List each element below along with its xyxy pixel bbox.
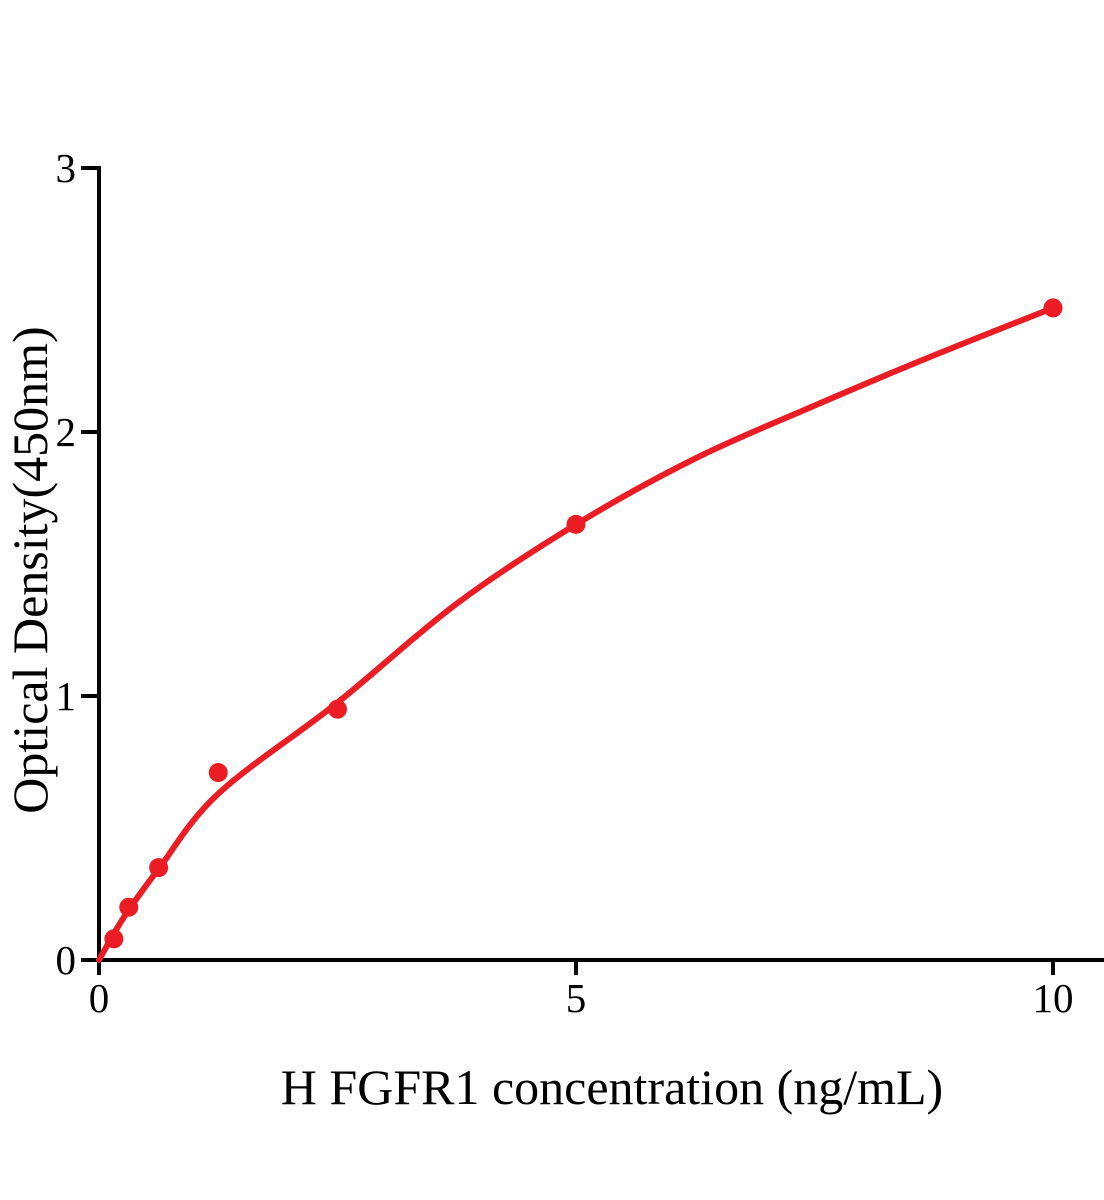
data-point-marker <box>208 763 228 783</box>
x-tick-label: 5 <box>566 975 587 1021</box>
y-tick-label: 3 <box>56 145 77 191</box>
y-tick-label: 2 <box>56 409 77 455</box>
data-point-marker <box>119 897 139 917</box>
x-axis-title: H FGFR1 concentration (ng/mL) <box>281 1059 943 1115</box>
data-point-marker <box>328 699 347 719</box>
data-point-marker <box>566 514 586 534</box>
y-axis-ticks: 0 1 2 3 <box>56 145 99 983</box>
data-points <box>104 298 1063 949</box>
data-point-marker <box>104 929 124 949</box>
x-tick-label: 0 <box>89 975 110 1021</box>
data-point-marker <box>149 858 169 878</box>
y-axis-title: Optical Density(450nm) <box>2 326 58 813</box>
x-tick-label: 10 <box>1033 975 1074 1021</box>
y-tick-label: 1 <box>56 673 77 719</box>
y-tick-label: 0 <box>56 937 77 983</box>
fitted-curve <box>96 304 1056 963</box>
x-axis-ticks: 0 5 10 <box>89 960 1074 1021</box>
data-point-marker <box>1043 298 1063 318</box>
